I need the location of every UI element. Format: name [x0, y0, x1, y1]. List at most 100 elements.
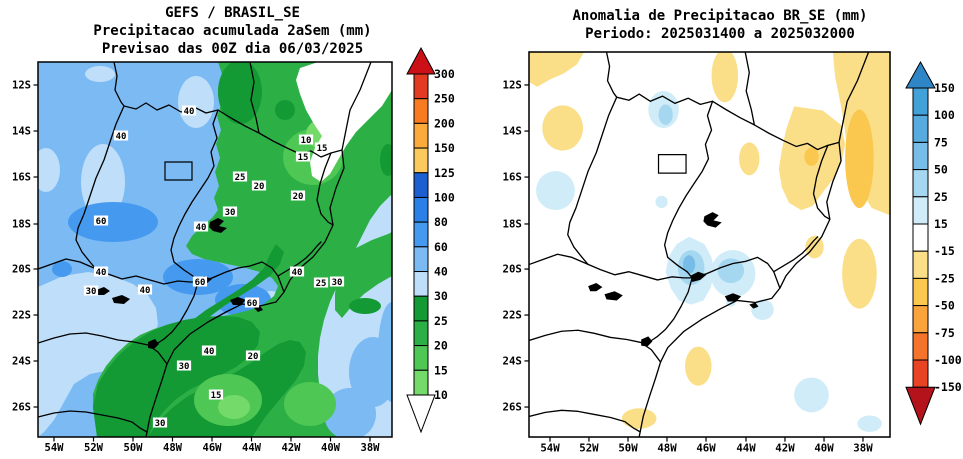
- state-boundary-line: [773, 236, 819, 273]
- contour-label: 15: [298, 153, 309, 163]
- colorbar-tick-label: 40: [434, 265, 448, 279]
- fill-region: [38, 148, 60, 192]
- contour-label: 10: [301, 136, 312, 146]
- lon-tick-label: 52W: [84, 442, 104, 454]
- state-boundary-line: [812, 144, 831, 221]
- colorbar-tick-label: 100: [934, 108, 955, 122]
- colorbar-segment: [912, 359, 929, 388]
- left-map-title: GEFS / BRASIL_SE Precipitacao acumulada …: [30, 4, 435, 58]
- lon-tick-label: 44W: [242, 442, 262, 454]
- left-title-line-1: GEFS / BRASIL_SE: [165, 5, 300, 21]
- lake-shape: [96, 287, 110, 295]
- colorbar-tick-label: -50: [934, 299, 955, 313]
- state-boundary-line: [650, 277, 693, 342]
- state-boundary-line: [529, 409, 641, 433]
- contour-label-box: [176, 360, 192, 371]
- state-boundary-line: [38, 332, 168, 365]
- lon-tick-label: 54W: [45, 442, 65, 454]
- lat-tick-label: 14S: [503, 125, 522, 138]
- lat-tick-label: 16S: [503, 171, 522, 184]
- fill-region: [751, 299, 774, 320]
- contour-label-box: [152, 417, 168, 428]
- colorbar-tick-label: 150: [934, 81, 955, 95]
- contour-label: 60: [96, 217, 107, 227]
- contour-label: 15: [211, 391, 222, 401]
- df-boundary: [164, 161, 193, 181]
- lon-tick-label: 38W: [853, 441, 873, 454]
- fill-region: [711, 52, 739, 103]
- lat-tick-label: 18S: [12, 219, 31, 231]
- state-boundary-line: [744, 52, 756, 126]
- contour-label-box: [232, 171, 248, 182]
- contour-label: 20: [293, 192, 304, 202]
- state-boundary-line: [157, 281, 199, 344]
- right-map-frame: [528, 51, 891, 438]
- fill-region: [842, 238, 877, 309]
- lat-tick-label: 22S: [503, 309, 522, 322]
- colorbar-segment: [413, 345, 429, 371]
- lake-shape: [112, 295, 130, 304]
- fill-region: [93, 316, 260, 437]
- state-boundary-line: [249, 62, 260, 134]
- colorbar-tick-label: 30: [434, 289, 448, 303]
- contour-label: 60: [247, 299, 258, 309]
- contour-label: 20: [248, 352, 259, 362]
- state-boundary-line: [38, 258, 199, 285]
- state-boundary-line: [663, 100, 714, 279]
- colorbar-arrow-top: [406, 46, 436, 75]
- contour-label: 30: [332, 278, 343, 288]
- contour-label-box: [208, 389, 224, 400]
- lake-shape: [724, 293, 742, 302]
- contour-label-box: [201, 345, 217, 356]
- colorbar-segment: [912, 114, 929, 143]
- colorbar-segment: [912, 277, 929, 307]
- colorbar-tick-label: 75: [934, 135, 948, 149]
- colorbar-tick-label: 200: [434, 116, 455, 130]
- colorbar-segment: [413, 73, 429, 100]
- colorbar-tick-label: 80: [434, 215, 448, 229]
- contour-label-box: [245, 350, 261, 361]
- fill-region: [658, 104, 673, 125]
- state-boundary-line: [567, 96, 618, 266]
- contour-label: 40: [292, 268, 303, 278]
- contour-label-box: [181, 105, 197, 116]
- contour-label-box: [295, 151, 311, 162]
- colorbar-segment: [413, 98, 429, 124]
- contour-label-box: [314, 142, 330, 153]
- contour-label-box: [93, 215, 109, 226]
- colorbar-segment: [413, 172, 429, 198]
- left-title-line-2: Precipitacao acumulada 2aSem (mm): [93, 23, 372, 39]
- contour-label: 40: [96, 268, 107, 278]
- lon-tick-label: 48W: [657, 441, 677, 454]
- right-map-title: Anomalia de Precipitacao BR_SE (mm) Peri…: [520, 7, 920, 43]
- fill-region: [805, 235, 824, 259]
- lake-shape: [690, 271, 707, 282]
- fill-region: [739, 142, 760, 176]
- lake-shape: [641, 336, 653, 347]
- contour-label: 30: [179, 362, 190, 372]
- colorbar-tick-label: 15: [934, 217, 948, 231]
- fill-region: [794, 377, 829, 413]
- state-boundary-line: [605, 52, 840, 151]
- colorbar-segment: [912, 169, 929, 198]
- lat-tick-label: 16S: [12, 172, 31, 184]
- fill-region: [130, 244, 284, 424]
- lat-tick-label: 12S: [503, 79, 522, 92]
- state-boundary-line: [277, 275, 285, 293]
- colorbar-tick-label: -150: [934, 380, 962, 394]
- contour-label: 40: [184, 107, 195, 117]
- colorbar-tick-label: 125: [434, 166, 455, 180]
- colorbar-segment: [413, 221, 429, 248]
- colorbar-segment: [413, 246, 429, 273]
- fill-region: [655, 195, 668, 209]
- state-boundary-line: [691, 256, 775, 279]
- contour-label-box: [289, 266, 305, 277]
- left-title-line-3: Previsao das 00Z dia 06/03/2025: [101, 41, 364, 57]
- contour-label: 40: [140, 286, 151, 296]
- state-boundary-line: [197, 261, 279, 283]
- colorbar-segment: [912, 196, 929, 225]
- lake-shape: [148, 339, 159, 349]
- lon-tick-label: 46W: [203, 442, 223, 454]
